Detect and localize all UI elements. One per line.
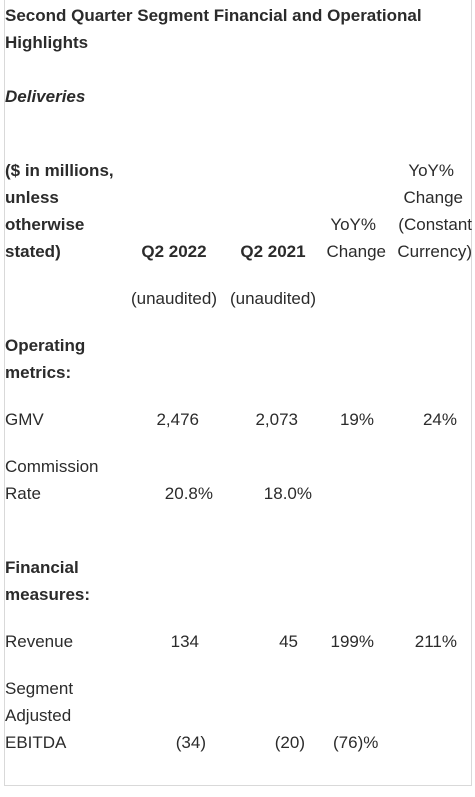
title-line-1: Second Quarter Segment Financial and Ope… bbox=[5, 6, 422, 25]
row-ebitda-label-line-1: Segment bbox=[5, 679, 74, 698]
subtitle: Deliveries bbox=[5, 87, 86, 106]
row-gmv-q2-2021: 2,073 bbox=[255, 410, 298, 429]
header-label-line-2: unless bbox=[5, 188, 59, 207]
header-label-line-4: stated) bbox=[5, 242, 61, 261]
row-gmv-label: GMV bbox=[5, 410, 44, 429]
row-ebitda-q2-2021: (20) bbox=[274, 733, 305, 752]
row-ebitda-label-line-2: Adjusted bbox=[5, 706, 72, 725]
section-operating-line-2: metrics: bbox=[5, 363, 72, 382]
unaudited-q2-2022: (unaudited) bbox=[130, 289, 217, 308]
row-commission-label-line-1: Commission bbox=[5, 457, 99, 476]
row-revenue-q2-2021: 45 bbox=[279, 632, 298, 651]
row-gmv-yoy-cc: 24% bbox=[422, 410, 457, 429]
col-header-yoy: YoY% bbox=[330, 215, 376, 234]
row-ebitda-q2-2022: (34) bbox=[175, 733, 206, 752]
title-line-2: Highlights bbox=[5, 33, 89, 52]
row-commission-label-line-2: Rate bbox=[5, 484, 41, 503]
header-label-line-1: ($ in millions, bbox=[5, 161, 114, 180]
section-financial-line-2: measures: bbox=[5, 585, 91, 604]
col-header-cc-line-4: Currency) bbox=[397, 242, 472, 261]
row-gmv-q2-2022: 2,476 bbox=[156, 410, 199, 429]
row-revenue-yoy: 199% bbox=[330, 632, 374, 651]
row-ebitda-yoy: (76)% bbox=[333, 733, 379, 752]
row-revenue-q2-2022: 134 bbox=[170, 632, 199, 651]
row-revenue-label: Revenue bbox=[5, 632, 74, 651]
row-commission-q2-2021: 18.0% bbox=[263, 484, 312, 503]
table-frame bbox=[4, 0, 472, 786]
col-header-q2-2021: Q2 2021 bbox=[240, 242, 306, 261]
unaudited-q2-2021: (unaudited) bbox=[229, 289, 316, 308]
col-header-cc-line-3: (Constant bbox=[398, 215, 472, 234]
col-header-cc-line-2: Change bbox=[403, 188, 463, 207]
row-gmv-yoy: 19% bbox=[339, 410, 374, 429]
section-financial-line-1: Financial bbox=[5, 558, 79, 577]
row-revenue-yoy-cc: 211% bbox=[414, 632, 457, 651]
header-label-line-3: otherwise bbox=[5, 215, 85, 234]
col-header-q2-2022: Q2 2022 bbox=[141, 242, 207, 261]
row-ebitda-label-line-3: EBITDA bbox=[5, 733, 67, 752]
col-header-yoy-change: Change bbox=[326, 242, 386, 261]
col-header-cc-line-1: YoY% bbox=[408, 161, 454, 180]
section-operating-line-1: Operating bbox=[5, 336, 86, 355]
row-commission-q2-2022: 20.8% bbox=[164, 484, 213, 503]
